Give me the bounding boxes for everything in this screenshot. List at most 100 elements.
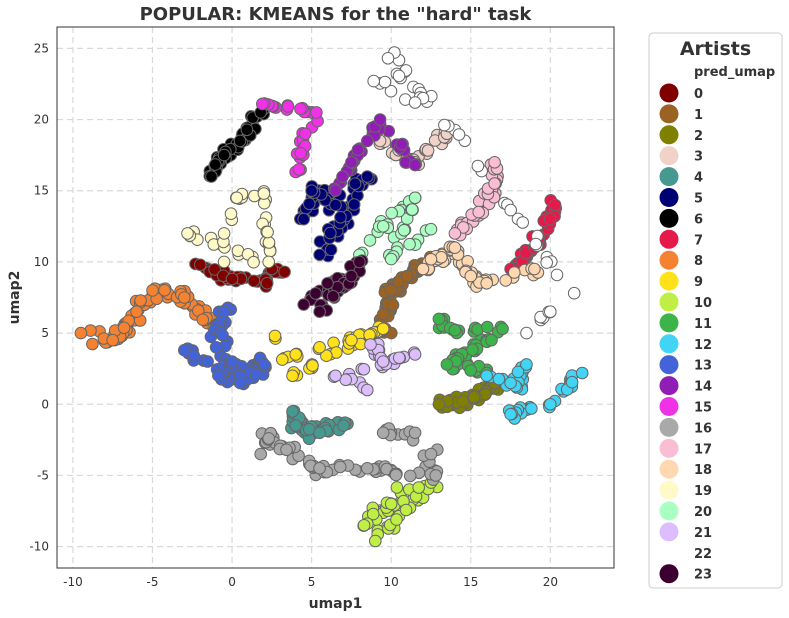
data-point	[240, 123, 254, 137]
data-point	[408, 191, 422, 205]
data-point	[488, 156, 501, 169]
data-point	[367, 74, 381, 88]
legend-item-9: 9	[659, 271, 703, 291]
legend-item-6: 6	[659, 208, 703, 228]
y-tick-label: 0	[41, 397, 49, 411]
data-point	[260, 277, 274, 290]
legend-item-3: 3	[659, 146, 703, 166]
data-point	[217, 255, 231, 269]
legend-marker	[659, 397, 679, 416]
data-point	[390, 481, 404, 494]
legend-marker	[659, 501, 679, 521]
data-point	[550, 268, 564, 282]
data-point	[329, 198, 342, 212]
data-point	[313, 462, 326, 475]
data-point	[233, 134, 247, 148]
data-point	[217, 148, 231, 162]
data-point	[373, 113, 387, 126]
legend-item-1: 1	[659, 104, 703, 124]
data-point	[480, 369, 494, 383]
data-point	[324, 243, 338, 257]
data-point	[187, 349, 201, 363]
x-tick-label: 10	[384, 575, 399, 589]
data-point	[392, 275, 405, 289]
y-axis-label: umap2	[7, 271, 23, 325]
x-tick-label: -10	[63, 575, 83, 589]
legend-item-17: 17	[659, 438, 712, 458]
data-point	[408, 348, 422, 361]
legend-item-4: 4	[659, 167, 703, 187]
data-point	[511, 365, 525, 379]
data-point	[357, 519, 371, 532]
legend-marker	[659, 104, 679, 124]
legend-label: 22	[694, 547, 712, 562]
data-point	[424, 252, 438, 266]
legend-marker	[659, 417, 679, 437]
data-point	[392, 69, 406, 83]
data-point	[466, 343, 479, 357]
legend-box	[648, 32, 783, 589]
legend-label: 10	[694, 296, 712, 311]
y-tick-label: 20	[34, 113, 49, 127]
data-point	[280, 443, 293, 457]
data-point	[472, 205, 486, 219]
data-point	[364, 338, 377, 351]
data-point	[345, 156, 358, 169]
data-point	[262, 236, 276, 249]
legend-label: 7	[694, 233, 703, 248]
data-point	[217, 305, 231, 319]
legend-marker	[659, 438, 679, 458]
data-point	[320, 349, 333, 363]
data-point	[117, 321, 131, 335]
legend-item-14: 14	[659, 376, 712, 396]
cluster-1-points	[373, 250, 438, 340]
legend-label: 5	[694, 192, 703, 207]
x-tick-label: -5	[147, 575, 159, 589]
legend-marker	[659, 208, 679, 228]
legend-label: 8	[694, 254, 703, 269]
data-point	[357, 363, 371, 376]
data-point	[395, 137, 409, 151]
data-point	[254, 447, 268, 461]
data-point	[333, 460, 347, 474]
legend-marker	[659, 229, 679, 249]
data-point	[297, 212, 311, 226]
cluster-12-points	[480, 358, 589, 425]
data-point	[492, 372, 506, 386]
y-tick-label: 10	[34, 255, 49, 269]
data-point	[257, 358, 271, 371]
data-point	[452, 128, 466, 141]
data-point	[376, 220, 390, 233]
data-point	[467, 390, 481, 404]
data-point	[496, 322, 509, 336]
cluster-21-points	[327, 337, 422, 397]
data-point	[392, 351, 406, 365]
legend-marker	[659, 188, 679, 207]
legend-label: 17	[694, 442, 712, 457]
data-point	[353, 255, 366, 269]
data-point	[366, 507, 380, 521]
data-point	[384, 284, 398, 297]
cluster-17-points	[448, 156, 504, 242]
data-point	[424, 447, 438, 461]
data-point	[324, 226, 337, 240]
data-point	[376, 322, 390, 336]
data-point	[408, 96, 422, 109]
data-point	[209, 341, 223, 354]
data-point	[262, 432, 276, 445]
data-point	[345, 333, 358, 347]
data-point	[224, 207, 238, 220]
data-point	[313, 341, 326, 354]
legend-subtitle: pred_umap	[694, 65, 775, 80]
legend-label: 14	[694, 380, 712, 395]
legend-marker	[659, 250, 679, 270]
data-point	[516, 216, 530, 229]
data-point	[313, 426, 326, 440]
data-point	[299, 127, 312, 141]
data-point	[408, 426, 422, 440]
data-point	[448, 323, 462, 337]
data-point	[209, 158, 222, 171]
data-point	[376, 426, 390, 440]
